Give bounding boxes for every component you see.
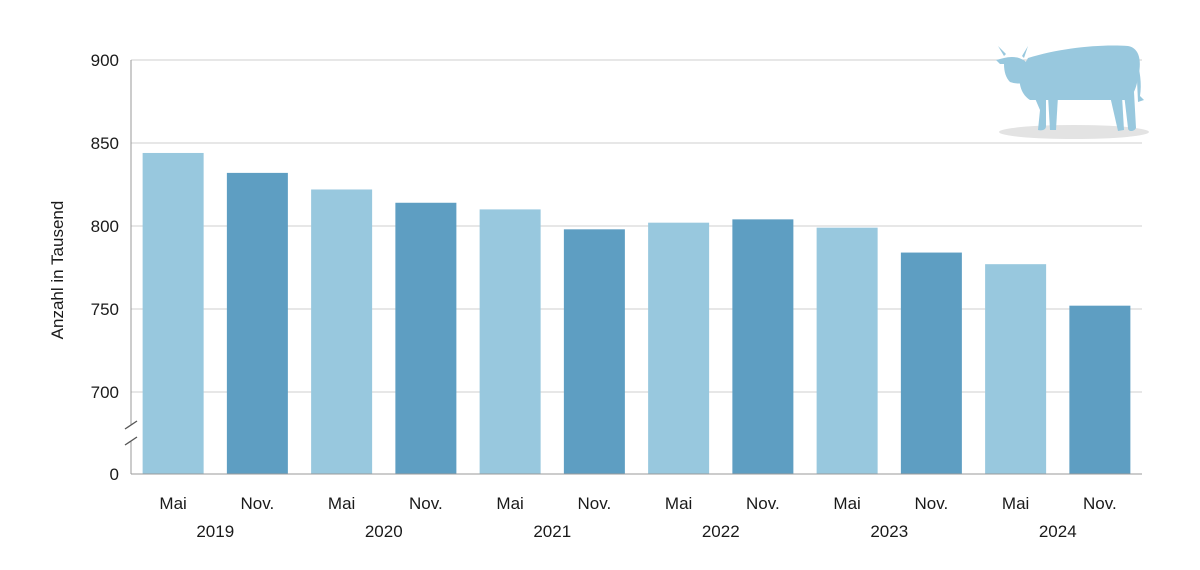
bar [226, 172, 288, 474]
x-tick-label-month: Mai [496, 494, 523, 513]
x-tick-label-month: Mai [665, 494, 692, 513]
grid-lines [131, 59, 1142, 393]
x-tick-label-year: 2021 [533, 522, 571, 541]
x-tick-label-month: Mai [328, 494, 355, 513]
bars [142, 152, 1131, 475]
y-tick-label-zero: 0 [110, 465, 119, 484]
bar [311, 189, 373, 475]
x-tick-label-month: Nov. [409, 494, 443, 513]
bar [816, 227, 878, 474]
x-tick-label-year: 2023 [870, 522, 908, 541]
bar [1069, 305, 1131, 474]
x-tick-label-month: Nov. [241, 494, 275, 513]
bar [732, 219, 794, 474]
bar [648, 222, 710, 474]
bar [563, 229, 625, 474]
bar [479, 209, 541, 474]
y-tick-label: 800 [91, 217, 119, 236]
axis-break-mark [124, 420, 138, 430]
x-tick-label-year: 2022 [702, 522, 740, 541]
y-tick-label: 850 [91, 134, 119, 153]
y-tick-label: 700 [91, 383, 119, 402]
axes [124, 60, 1142, 475]
x-tick-label-month: Nov. [746, 494, 780, 513]
x-tick-label-year: 2020 [365, 522, 403, 541]
x-tick-label-month: Mai [1002, 494, 1029, 513]
x-tick-label-year: 2024 [1039, 522, 1077, 541]
bar [395, 202, 457, 474]
x-tick-labels: Mai 2019 Nov. Mai 2020 Nov. Mai 2021 Nov. Mai 2022… [159, 494, 1116, 541]
y-tick-label: 900 [91, 51, 119, 70]
x-tick-label-month: Mai [833, 494, 860, 513]
cow-icon [996, 45, 1149, 139]
x-tick-label-year: 2019 [196, 522, 234, 541]
y-tick-labels: 900 850 800 750 700 0 [91, 51, 119, 484]
bar [985, 264, 1047, 474]
y-tick-label: 750 [91, 300, 119, 319]
bar [142, 152, 204, 474]
x-tick-label-month: Nov. [578, 494, 612, 513]
x-tick-label-month: Mai [159, 494, 186, 513]
x-tick-label-month: Nov. [915, 494, 949, 513]
axis-break-mark [124, 436, 138, 446]
bar [900, 252, 962, 474]
x-tick-label-month: Nov. [1083, 494, 1117, 513]
y-axis-label: Anzahl in Tausend [48, 201, 67, 340]
